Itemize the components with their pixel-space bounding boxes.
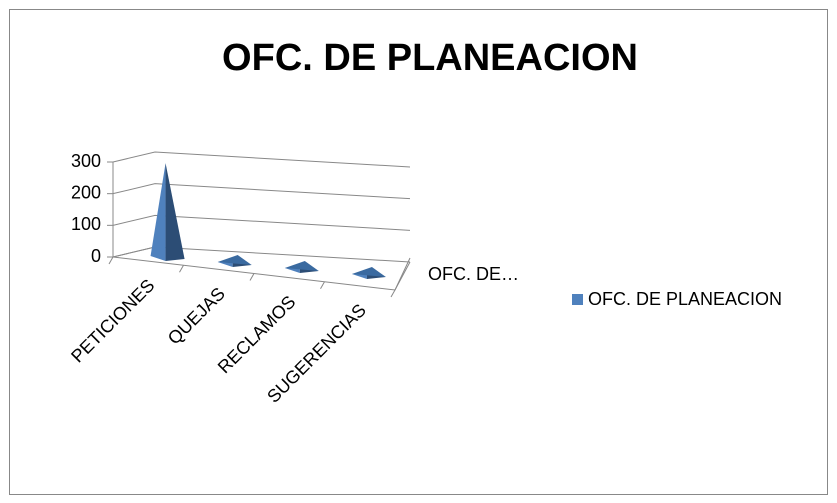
pyramid-face — [284, 261, 319, 271]
pyramid-face — [165, 163, 185, 261]
y-tick-label: 0 — [91, 246, 101, 266]
x-tick — [320, 281, 325, 289]
pyramid — [150, 163, 185, 261]
grid-line — [112, 151, 411, 168]
pyramid-face — [351, 267, 386, 277]
chart-title: OFC. DE PLANEACION — [222, 37, 638, 79]
pyramid — [284, 261, 319, 273]
y-tick-label: 100 — [71, 214, 101, 234]
pyramid — [217, 255, 252, 267]
legend-swatch — [572, 294, 583, 305]
x-tick — [108, 256, 114, 265]
x-tick — [390, 289, 396, 298]
x-tick — [179, 265, 184, 273]
y-tick-label: 200 — [71, 182, 101, 202]
pyramid-face — [217, 255, 252, 265]
grid-line — [112, 183, 411, 200]
grid-line — [112, 214, 411, 231]
chart-border — [9, 9, 828, 495]
pyramid-face — [150, 163, 166, 261]
y-tick-label: 300 — [71, 151, 101, 171]
legend-label: OFC. DE PLANEACION — [588, 289, 782, 309]
depth-label: OFC. DE… — [428, 264, 519, 284]
pyramid — [351, 267, 386, 279]
x-tick — [249, 273, 255, 281]
depth-tick — [394, 257, 411, 291]
